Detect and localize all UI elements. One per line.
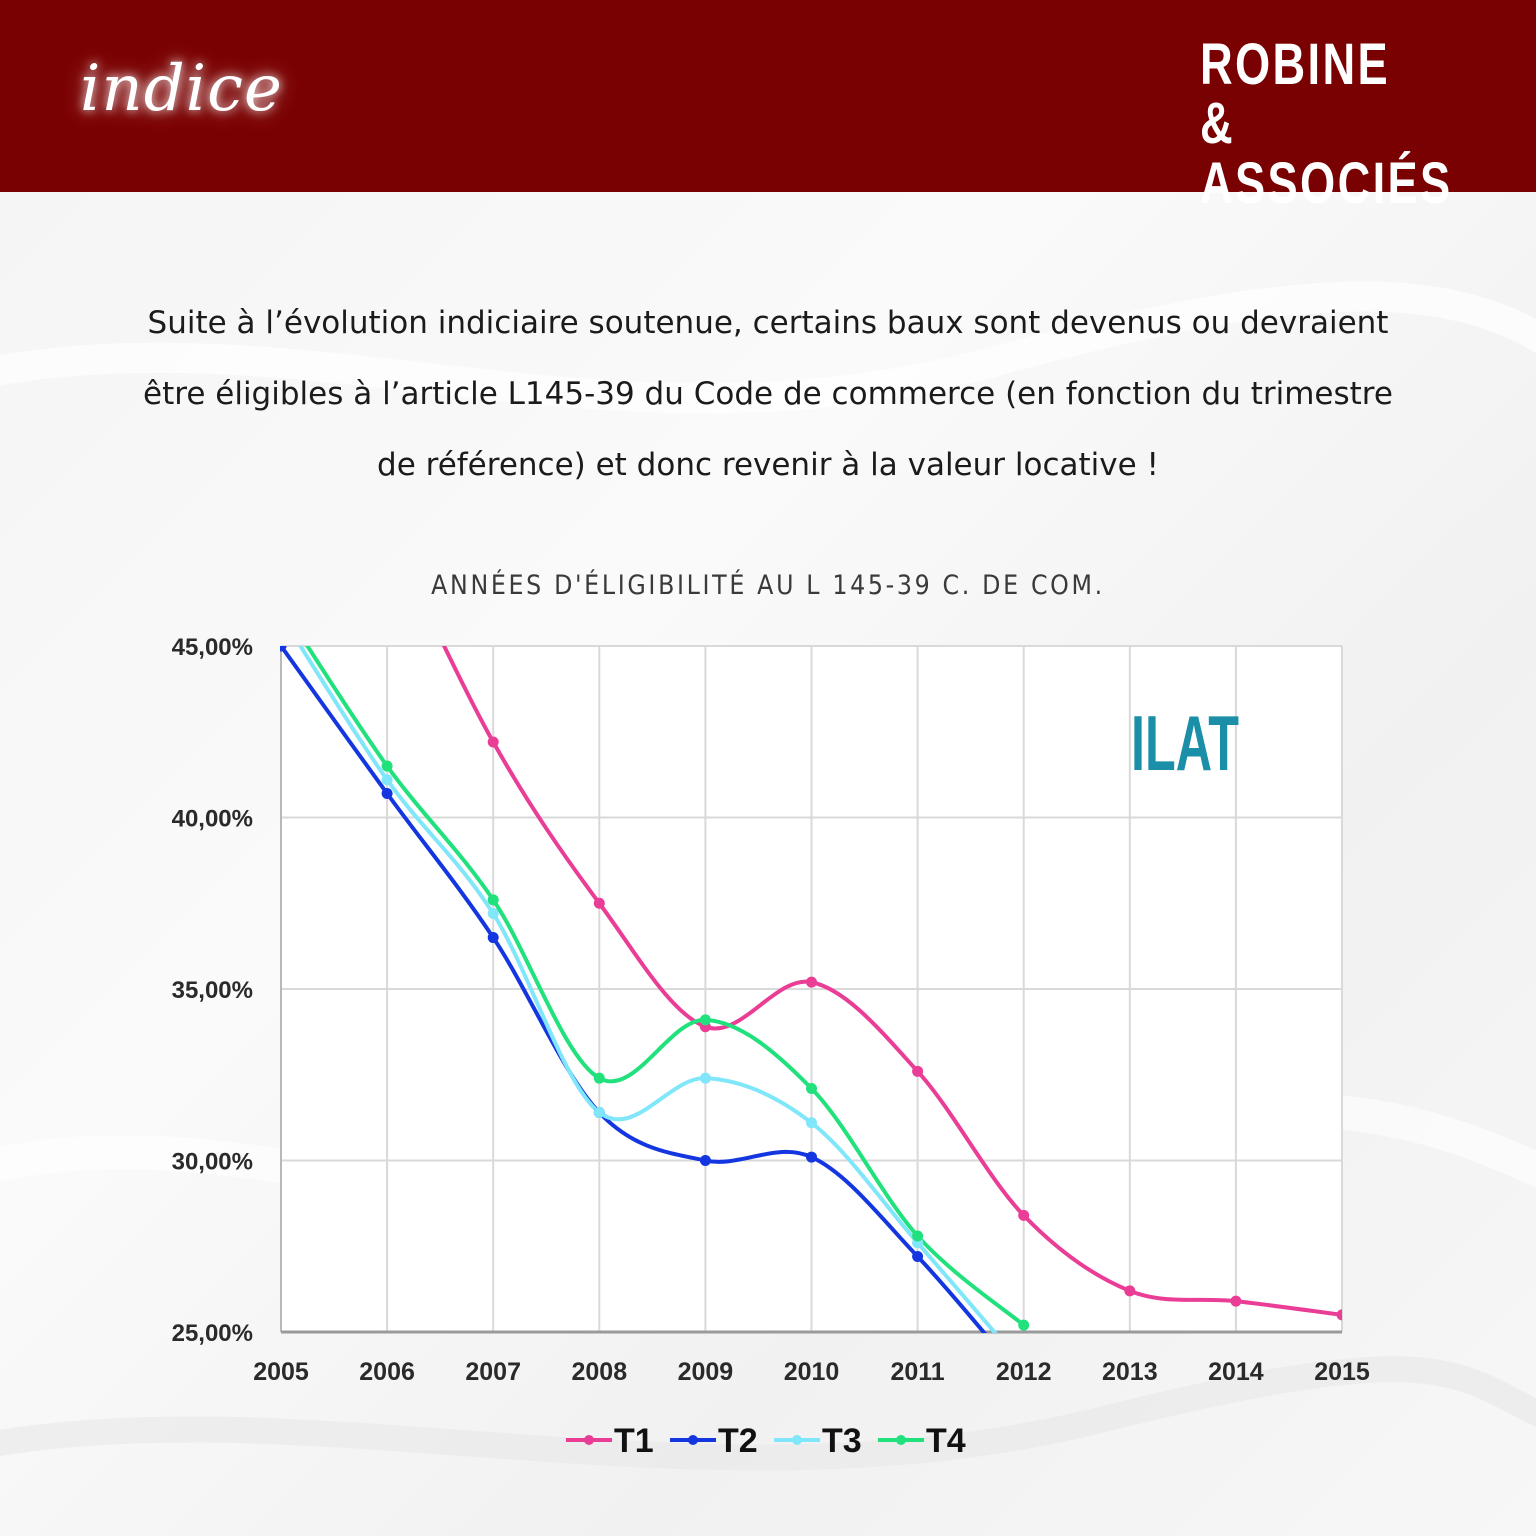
data-point-t3 bbox=[699, 1072, 711, 1084]
intro-line-3: de référence) et donc revenir à la valeu… bbox=[377, 447, 1159, 483]
series-line-t3 bbox=[298, 646, 998, 1333]
legend-marker-t1 bbox=[584, 1435, 594, 1445]
data-point-t4 bbox=[1018, 1319, 1030, 1331]
y-tick-label: 25,00% bbox=[172, 1320, 253, 1347]
data-point-t3 bbox=[806, 1117, 817, 1129]
intro-line-2: être éligibles à l’article L145-39 du Co… bbox=[143, 376, 1393, 412]
data-point-t1 bbox=[1230, 1295, 1242, 1307]
legend-label-t3: T3 bbox=[822, 1422, 862, 1460]
y-tick-label: 45,00% bbox=[172, 634, 253, 661]
x-tick-label: 2013 bbox=[1102, 1358, 1158, 1386]
intro-paragraph: Suite à l’évolution indiciaire soutenue,… bbox=[60, 288, 1476, 501]
legend-label-t4: T4 bbox=[926, 1422, 966, 1460]
ilat-annotation: ILAT bbox=[1131, 699, 1239, 787]
data-point-t3 bbox=[487, 908, 499, 920]
data-point-t1 bbox=[1124, 1285, 1136, 1297]
data-point-t2 bbox=[699, 1155, 711, 1166]
series-line-t4 bbox=[305, 646, 1026, 1328]
y-tick-label: 40,00% bbox=[172, 806, 253, 833]
data-point-t2 bbox=[487, 932, 499, 944]
data-point-t1 bbox=[593, 897, 605, 909]
legend-marker-t3 bbox=[792, 1435, 802, 1445]
x-tick-label: 2008 bbox=[571, 1358, 627, 1386]
indice-script-title: indice bbox=[80, 52, 283, 126]
data-point-t4 bbox=[593, 1072, 605, 1084]
data-point-t2 bbox=[381, 787, 393, 799]
y-tick-label: 30,00% bbox=[172, 1149, 253, 1176]
data-point-t2 bbox=[280, 646, 287, 652]
data-point-t1 bbox=[806, 976, 817, 988]
x-tick-label: 2009 bbox=[678, 1358, 734, 1386]
x-tick-label: 2014 bbox=[1208, 1358, 1264, 1386]
data-point-t1 bbox=[912, 1065, 924, 1077]
legend-label-t1: T1 bbox=[614, 1422, 654, 1460]
chart-title: ANNÉES D'ÉLIGIBILITÉ AU L 145-39 C. DE C… bbox=[431, 570, 1105, 601]
x-tick-label: 2005 bbox=[253, 1358, 309, 1386]
data-point-t3 bbox=[593, 1106, 605, 1118]
data-point-t4 bbox=[806, 1082, 817, 1094]
data-point-t4 bbox=[912, 1230, 924, 1242]
legend-label-t2: T2 bbox=[718, 1422, 758, 1460]
data-point-t1 bbox=[1336, 1309, 1342, 1321]
data-point-t3 bbox=[381, 774, 393, 786]
header-banner: indice ROBINE & ASSOCIÉS bbox=[0, 0, 1536, 214]
series-line-t2 bbox=[280, 646, 988, 1333]
legend-marker-t4 bbox=[896, 1435, 906, 1445]
x-tick-label: 2006 bbox=[359, 1358, 415, 1386]
data-point-t1 bbox=[1018, 1209, 1030, 1221]
data-point-t1 bbox=[487, 736, 499, 748]
intro-line-1: Suite à l’évolution indiciaire soutenue,… bbox=[147, 305, 1389, 341]
x-tick-label: 2010 bbox=[784, 1358, 840, 1386]
series-line-t1 bbox=[441, 646, 1342, 1317]
x-tick-label: 2012 bbox=[996, 1358, 1052, 1386]
x-tick-label: 2007 bbox=[465, 1358, 521, 1386]
data-point-t4 bbox=[699, 1014, 711, 1026]
data-point-t4 bbox=[487, 894, 499, 906]
y-tick-label: 35,00% bbox=[172, 977, 253, 1004]
logo-line-1: ROBINE bbox=[1200, 32, 1390, 97]
data-point-t2 bbox=[912, 1251, 924, 1263]
robine-associes-logo: ROBINE & ASSOCIÉS bbox=[1200, 36, 1450, 214]
data-point-t2 bbox=[806, 1151, 817, 1163]
x-tick-label: 2011 bbox=[890, 1358, 944, 1386]
legend-marker-t2 bbox=[688, 1435, 698, 1445]
x-tick-label: 2015 bbox=[1314, 1358, 1370, 1386]
data-point-t4 bbox=[381, 760, 393, 772]
